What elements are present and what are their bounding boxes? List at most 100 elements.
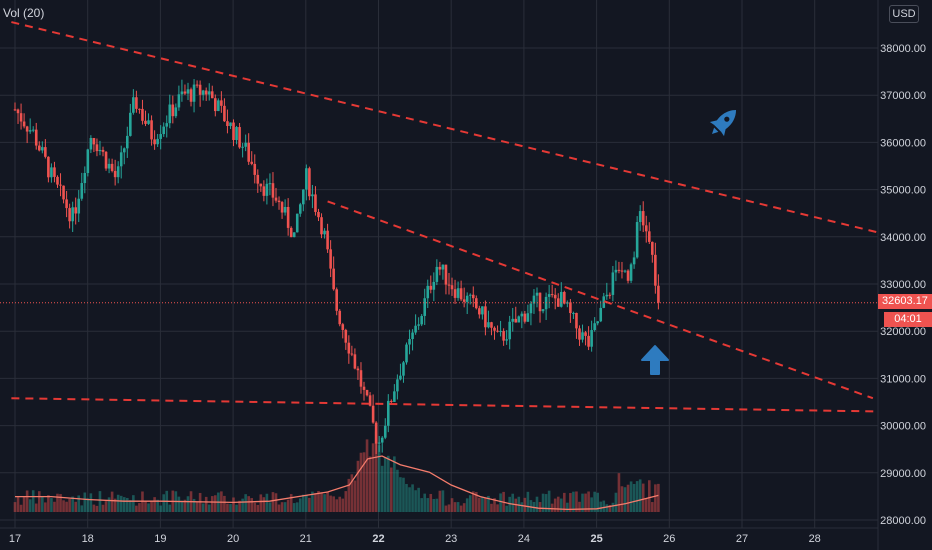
volume-bar [393, 456, 396, 512]
volume-bar [89, 493, 93, 512]
up-arrow-icon [641, 345, 669, 375]
volume-bar [16, 496, 20, 512]
candle-body [380, 437, 384, 443]
volume-bar [268, 502, 272, 512]
volume-bar [292, 503, 296, 512]
candle-body [538, 292, 542, 312]
candle-body [295, 213, 299, 233]
volume-bar [135, 505, 138, 512]
candle-body [31, 129, 35, 131]
currency-badge[interactable]: USD [889, 5, 919, 23]
volume-bar [371, 443, 375, 512]
candle-body [581, 332, 584, 340]
trendlines[interactable] [11, 21, 877, 413]
candle-body [198, 84, 202, 95]
candle-body [626, 270, 630, 281]
volume-bars [13, 431, 660, 512]
candle-body [332, 268, 335, 290]
volume-bar [302, 494, 305, 512]
candle-body [113, 170, 117, 178]
candle-body [572, 312, 575, 314]
volume-bar [34, 503, 38, 512]
volume-bar [380, 465, 384, 512]
volume-bar [280, 502, 284, 512]
candle-countdown-tag: 04:01 [884, 312, 932, 327]
x-tick-label: 17 [9, 533, 21, 545]
volume-bar [183, 499, 187, 512]
candle-body [641, 211, 645, 226]
volume-bar [417, 487, 420, 512]
candle-body [517, 316, 521, 323]
candle-body [153, 139, 156, 145]
volume-bar [162, 494, 166, 512]
candle-body [56, 176, 59, 185]
volume-bar [195, 502, 199, 512]
volume-bar [68, 498, 71, 512]
candle-body [423, 298, 427, 316]
volume-bar [538, 502, 542, 512]
volume-bar [459, 505, 463, 512]
lower-support-trendline[interactable] [11, 397, 877, 413]
candle-body [438, 266, 442, 270]
candle-body [326, 230, 329, 250]
volume-bar [226, 503, 229, 512]
volume-bar [559, 498, 563, 512]
volume-bar [159, 505, 162, 512]
volume-bar [56, 493, 59, 512]
candle-body [119, 152, 123, 167]
candle-body [553, 294, 557, 299]
candle-body [605, 294, 609, 297]
candle-body [559, 291, 563, 307]
candle-body [444, 264, 448, 285]
volume-bar [447, 504, 451, 512]
candle-body [408, 339, 411, 345]
volume-bar [563, 492, 566, 512]
volume-bar [295, 502, 299, 512]
volume-bar [487, 495, 490, 512]
volume-bar [277, 504, 281, 512]
candle-body [386, 400, 390, 426]
candle-body [74, 207, 77, 214]
candle-body [523, 313, 527, 322]
volume-indicator-label[interactable]: Vol (20) [3, 6, 45, 20]
volume-bar [544, 494, 548, 512]
candle-body [399, 375, 402, 380]
volume-bar [468, 495, 472, 512]
candle-body [92, 137, 96, 145]
volume-bar [350, 474, 354, 512]
volume-bar [365, 439, 369, 512]
candle-body [317, 211, 320, 218]
candle-body [499, 331, 502, 333]
candle-body [623, 270, 627, 272]
volume-bar [402, 477, 405, 512]
volume-bar [305, 495, 308, 512]
middle-descending-trendline[interactable] [327, 200, 874, 400]
volume-bar [110, 491, 114, 512]
volume-bar [308, 497, 311, 512]
candle-body [65, 199, 68, 209]
volume-bar [499, 493, 502, 512]
candle-body [37, 145, 41, 151]
candle-body [593, 323, 596, 331]
candle-body [250, 161, 254, 164]
volume-bar [581, 493, 584, 512]
candle-body [247, 142, 250, 162]
volume-bar [62, 500, 65, 512]
volume-bar [496, 504, 499, 512]
candle-body [314, 194, 317, 212]
volume-bar [28, 499, 32, 512]
candle-body [411, 332, 414, 340]
volume-bar [323, 494, 326, 512]
candle-body [59, 184, 62, 186]
volume-bar [535, 496, 539, 512]
candle-body [490, 322, 493, 328]
volume-bar [484, 497, 487, 512]
candle-body [465, 295, 469, 302]
volume-bar [578, 501, 581, 512]
candle-body [217, 100, 220, 112]
volume-bar [556, 496, 560, 512]
volume-bar [113, 498, 117, 512]
candle-body [68, 208, 71, 222]
volume-bar [338, 496, 342, 512]
